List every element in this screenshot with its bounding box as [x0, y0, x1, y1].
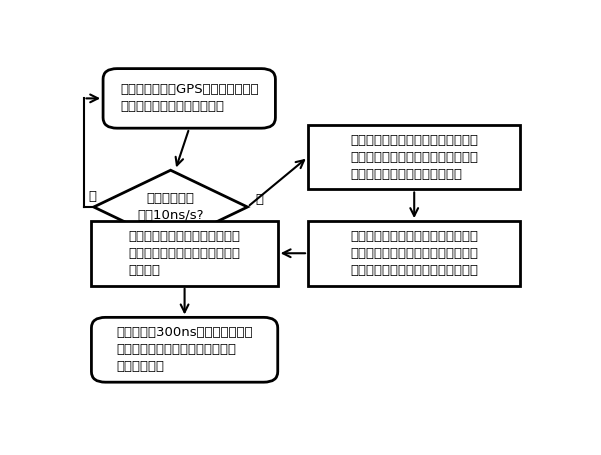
Text: 信号采集单元利用现场总线获取现场
控制站发送的时间戳信息，然后更新
自身系统时间，得到初始修正时间。: 信号采集单元利用现场总线获取现场 控制站发送的时间戳信息，然后更新 自身系统时间… [350, 230, 478, 277]
Bar [91, 221, 278, 286]
Bar [308, 125, 520, 189]
Text: 地面中央记录系统、矿井调度室、电
源工作站现场控制站利用时钟匹配装
置秒脉冲信号，更新自身时钟。: 地面中央记录系统、矿井调度室、电 源工作站现场控制站利用时钟匹配装 置秒脉冲信号… [350, 134, 478, 181]
Text: 计时精度误差
小于10ns/s?: 计时精度误差 小于10ns/s? [138, 192, 204, 222]
Bar [308, 221, 520, 286]
Text: 否: 否 [89, 190, 97, 203]
Text: 信号采集单元依据时间戳信息，
借助最小二乘法和二分法矫正本
地时钟。: 信号采集单元依据时间戳信息， 借助最小二乘法和二分法矫正本 地时钟。 [129, 230, 240, 277]
Text: 是: 是 [255, 193, 263, 207]
FancyBboxPatch shape [103, 69, 275, 128]
FancyBboxPatch shape [91, 318, 278, 382]
Text: 时钟匹配装置（GPS授时和原子钟）
脉冲配对。获得一致性时钟。: 时钟匹配装置（GPS授时和原子钟） 脉冲配对。获得一致性时钟。 [120, 83, 258, 113]
Polygon shape [94, 170, 248, 244]
Text: 当误差小于300ns时，认为微地震
采集记录系统时钟相匹配，开始连
续数据采集。: 当误差小于300ns时，认为微地震 采集记录系统时钟相匹配，开始连 续数据采集。 [116, 326, 253, 373]
